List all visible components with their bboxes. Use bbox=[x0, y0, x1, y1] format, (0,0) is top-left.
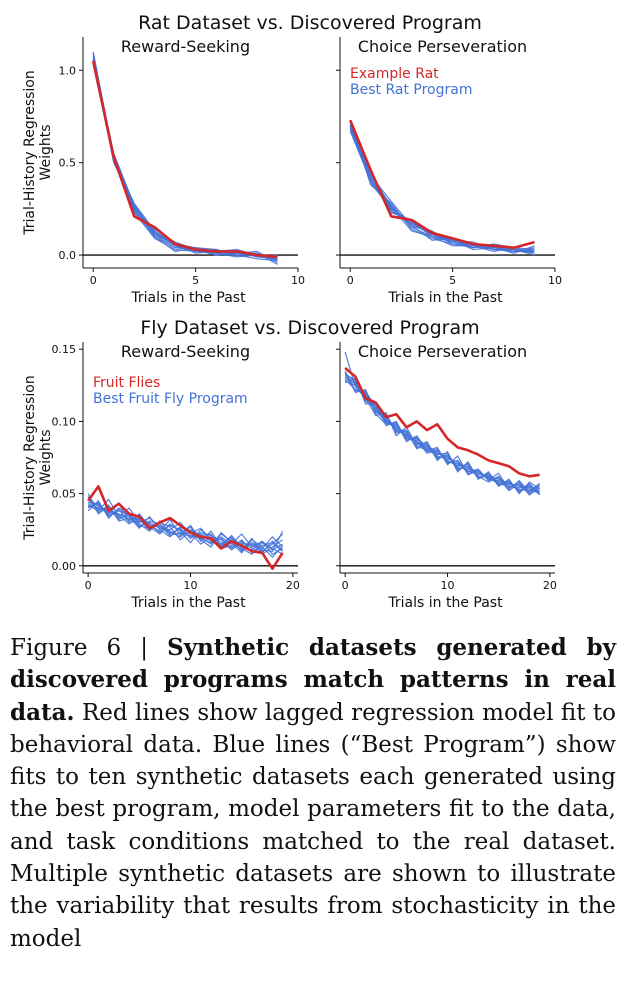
synthetic-series-line-3 bbox=[92, 51, 278, 258]
caption-text: Red lines show lagged regression model f… bbox=[10, 699, 616, 952]
y-axis-label: Trial-History RegressionWeights bbox=[22, 375, 54, 541]
x-tick-label: 0 bbox=[342, 579, 349, 592]
real-data-line bbox=[87, 485, 284, 571]
x-tick-label: 10 bbox=[548, 274, 562, 287]
synthetic-series-line-8 bbox=[344, 380, 540, 492]
y-tick-label: 0.15 bbox=[52, 343, 77, 356]
synthetic-series-line-9 bbox=[92, 60, 278, 260]
x-tick-label: 10 bbox=[291, 274, 305, 287]
y-axis-label: Trial-History RegressionWeights bbox=[22, 70, 54, 236]
real-data-line bbox=[348, 119, 535, 249]
panel-title: Choice Perseveration bbox=[358, 342, 527, 361]
synthetic-series-line-4 bbox=[87, 493, 283, 556]
x-tick-label: 20 bbox=[543, 579, 557, 592]
x-axis-label: Trials in the Past bbox=[387, 595, 503, 611]
synthetic-series-line-1 bbox=[87, 498, 283, 551]
y-tick-label: 0.0 bbox=[59, 249, 77, 262]
y-tick-label: 0.10 bbox=[52, 415, 77, 428]
synthetic-series-line-6 bbox=[92, 57, 278, 258]
synthetic-series-line-10 bbox=[92, 59, 278, 262]
y-tick-label: 1.0 bbox=[59, 64, 77, 77]
real-data-line bbox=[91, 60, 278, 259]
y-axis-label-line1: Trial-History Regression bbox=[22, 70, 38, 236]
synthetic-series-line-9 bbox=[87, 503, 283, 554]
panel-title: Choice Perseveration bbox=[358, 37, 527, 56]
legend-synthetic-label: Best Fruit Fly Program bbox=[93, 391, 248, 407]
synthetic-series-line-2 bbox=[92, 60, 278, 262]
synthetic-series-line-5 bbox=[344, 376, 540, 495]
chart-panel-fly-reward-seeking: 0 10 20 0.00 0.05 0.10 0.15 Reward-Seeking Trial… bbox=[22, 342, 300, 611]
figure-caption: Figure 6 | Synthetic datasets generated … bbox=[10, 632, 616, 955]
panel-title: Reward-Seeking bbox=[121, 37, 250, 56]
synthetic-series-line-6 bbox=[344, 379, 540, 493]
x-tick-label: 5 bbox=[449, 274, 456, 287]
fly-figure-title: Fly Dataset vs. Discovered Program bbox=[140, 317, 479, 339]
y-tick-label: 0.00 bbox=[52, 560, 77, 573]
synthetic-series-line-5 bbox=[92, 59, 278, 260]
y-tick-label: 0.5 bbox=[59, 157, 77, 170]
chart-panels: 0 5 10 0.0 0.5 1.0 Reward-Seeking Trials in the… bbox=[22, 37, 562, 611]
caption-bold-title: Synthetic datasets generated by discover… bbox=[10, 634, 616, 726]
synthetic-series-line-7 bbox=[344, 373, 540, 496]
x-tick-label: 0 bbox=[347, 274, 354, 287]
chart-panel-rat-choice-perseveration: 0 5 10 Choice Perseveration Trials in the Pa… bbox=[336, 37, 562, 306]
legend-real-label: Example Rat bbox=[350, 66, 439, 82]
y-tick-label: 0.05 bbox=[52, 488, 77, 501]
y-axis-label-line2: Weights bbox=[38, 429, 54, 485]
synthetic-series-line-4 bbox=[92, 64, 278, 264]
x-tick-label: 10 bbox=[441, 579, 455, 592]
panel-title: Reward-Seeking bbox=[121, 342, 250, 361]
caption-label: Figure 6 | bbox=[10, 635, 168, 661]
synthetic-series-line-9 bbox=[344, 370, 540, 495]
synthetic-series-line-3 bbox=[344, 377, 540, 495]
synthetic-series-line-8 bbox=[92, 53, 278, 265]
synthetic-series-line-4 bbox=[344, 351, 540, 493]
x-tick-label: 5 bbox=[192, 274, 199, 287]
synthetic-series-line-10 bbox=[344, 374, 540, 495]
x-tick-label: 0 bbox=[85, 579, 92, 592]
y-axis-label-line2: Weights bbox=[38, 124, 54, 180]
x-axis-label: Trials in the Past bbox=[387, 290, 503, 306]
synthetic-series-line-1 bbox=[344, 377, 540, 492]
legend-real-label: Fruit Flies bbox=[93, 375, 160, 391]
legend-synthetic-label: Best Rat Program bbox=[350, 82, 472, 98]
chart-panel-fly-choice-perseveration: 0 10 20 Choice Perseveration Trials in the P… bbox=[336, 342, 557, 611]
x-axis-label: Trials in the Past bbox=[130, 595, 246, 611]
chart-panel-rat-reward-seeking: 0 5 10 0.0 0.5 1.0 Reward-Seeking Trials in the… bbox=[22, 37, 305, 306]
figure-6: Rat Dataset vs. Discovered Program Fly D… bbox=[22, 12, 562, 611]
synthetic-series-line-10 bbox=[349, 125, 535, 254]
synthetic-series-line-1 bbox=[92, 55, 278, 260]
rat-figure-title: Rat Dataset vs. Discovered Program bbox=[138, 12, 482, 34]
synthetic-series-line-10 bbox=[87, 496, 284, 552]
synthetic-series-line-7 bbox=[92, 62, 278, 262]
x-tick-label: 0 bbox=[90, 274, 97, 287]
x-axis-label: Trials in the Past bbox=[130, 290, 246, 306]
x-tick-label: 10 bbox=[184, 579, 198, 592]
x-tick-label: 20 bbox=[286, 579, 300, 592]
real-data-line bbox=[344, 367, 540, 478]
y-axis-label-line1: Trial-History Regression bbox=[22, 375, 38, 541]
